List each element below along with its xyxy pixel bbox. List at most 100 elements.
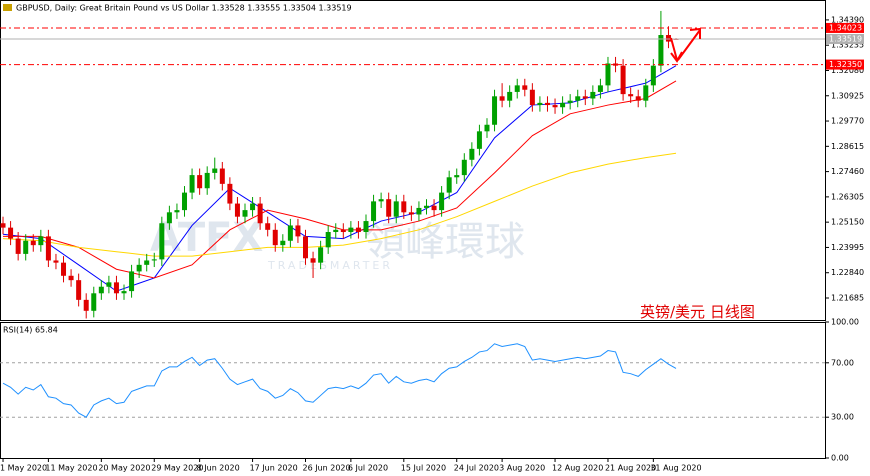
price-level-box <box>826 59 864 70</box>
candle-body <box>242 210 248 217</box>
plot: 1.34390 1.33235 1.32080 1.30925 1.29770 1.286… <box>0 10 864 473</box>
price-level-label: 1.34023 <box>829 23 862 32</box>
candle-body <box>492 96 498 125</box>
candle-body <box>325 232 331 248</box>
y-tick-label: 0.00 <box>831 454 849 463</box>
y-tick-label: 1.25150 <box>831 218 864 227</box>
y-tick-label: 100.00 <box>831 318 859 327</box>
candle-body <box>476 131 482 149</box>
candle-body <box>597 85 603 92</box>
candle-body <box>227 183 233 204</box>
y-tick-label: 70.00 <box>831 358 854 367</box>
candle-body <box>30 240 36 246</box>
arrow-down <box>670 37 678 61</box>
y-tick-label: 1.23995 <box>831 243 864 252</box>
x-tick-label: 31 Aug 2020 <box>650 464 701 473</box>
rsi-line <box>2 343 677 418</box>
candle-body <box>272 229 278 246</box>
symbol-icon <box>3 4 12 11</box>
arrow-head <box>689 27 701 39</box>
x-tick-label: 8 Jun 2020 <box>197 464 240 473</box>
candle-body <box>416 207 422 215</box>
price-pane-frame <box>0 0 826 321</box>
candle-body <box>401 201 407 213</box>
x-tick-label: 12 Aug 2020 <box>552 464 603 473</box>
candle-body <box>287 225 293 241</box>
candle-body <box>371 201 377 222</box>
candle-body <box>620 65 626 95</box>
x-tick-label: 26 Jun 2020 <box>302 464 350 473</box>
candle-body <box>363 221 369 233</box>
moving-average <box>3 80 677 279</box>
trend-arrow <box>670 27 701 63</box>
x-tick-label: 20 May 2020 <box>98 464 150 473</box>
candle-body <box>514 85 520 92</box>
candle-body <box>257 203 263 224</box>
candle-body <box>552 105 558 108</box>
candle-body <box>575 96 581 101</box>
candle-body <box>461 159 467 176</box>
candle-body <box>0 223 6 228</box>
y-tick-label: 1.30925 <box>831 91 864 100</box>
candle-body <box>174 210 180 213</box>
candle-body <box>91 293 97 311</box>
candle-body <box>83 299 89 311</box>
candle-body <box>499 96 505 101</box>
candle-body <box>234 203 240 217</box>
x-tick-label: 1 May 2020 <box>0 464 47 473</box>
moving-average <box>2 152 677 257</box>
rsi-pane-frame <box>0 322 826 459</box>
x-tick-label: 15 Jul 2020 <box>401 464 446 473</box>
candle-body <box>348 227 354 233</box>
y-tick-label: 1.33235 <box>831 41 864 50</box>
candle-body <box>529 89 535 106</box>
candle-body <box>423 205 429 208</box>
candle-body <box>393 201 399 217</box>
candle-body <box>582 96 588 99</box>
candle-body <box>8 227 14 239</box>
candle-body <box>98 286 104 294</box>
candle-body <box>219 168 225 184</box>
candle-body <box>106 282 112 287</box>
candle-body <box>159 223 165 260</box>
candle-body <box>197 175 203 189</box>
candle-body <box>15 238 21 254</box>
candle-body <box>643 85 649 101</box>
candle-body <box>265 223 271 230</box>
candle-body <box>23 240 29 254</box>
candle-body <box>431 205 437 211</box>
watermark-name: 領峰環球 <box>365 219 525 265</box>
candle-body <box>507 91 513 101</box>
candle-body <box>635 96 641 101</box>
price-level-box <box>826 22 864 33</box>
candle-body <box>484 124 490 132</box>
candle-body <box>386 199 392 217</box>
candle-body <box>121 291 127 294</box>
arrow-head <box>670 51 683 63</box>
candle-body <box>658 35 664 66</box>
candle-body <box>250 203 256 211</box>
candle-body <box>295 225 301 237</box>
candle-body <box>61 262 67 276</box>
candle-body <box>129 271 135 292</box>
candle-body <box>318 247 324 263</box>
x-tick-label: 29 May 2020 <box>151 464 203 473</box>
candle-body <box>613 63 619 66</box>
candle-body <box>650 65 656 86</box>
candle-body <box>355 227 361 233</box>
candle-body <box>310 258 316 263</box>
rsi-title: RSI(14) 65.84 <box>3 326 58 335</box>
candle-body <box>68 275 74 281</box>
candle-body <box>544 102 550 106</box>
candle-body <box>408 212 414 215</box>
y-tick-label: 1.27460 <box>831 167 864 176</box>
x-tick-label: 17 Jun 2020 <box>250 464 298 473</box>
candle-body <box>302 236 308 259</box>
candle-body <box>45 236 51 261</box>
candle-body <box>212 168 218 173</box>
candle-body <box>628 94 634 97</box>
candle-body <box>76 280 82 300</box>
y-tick-label: 1.26305 <box>831 192 864 201</box>
